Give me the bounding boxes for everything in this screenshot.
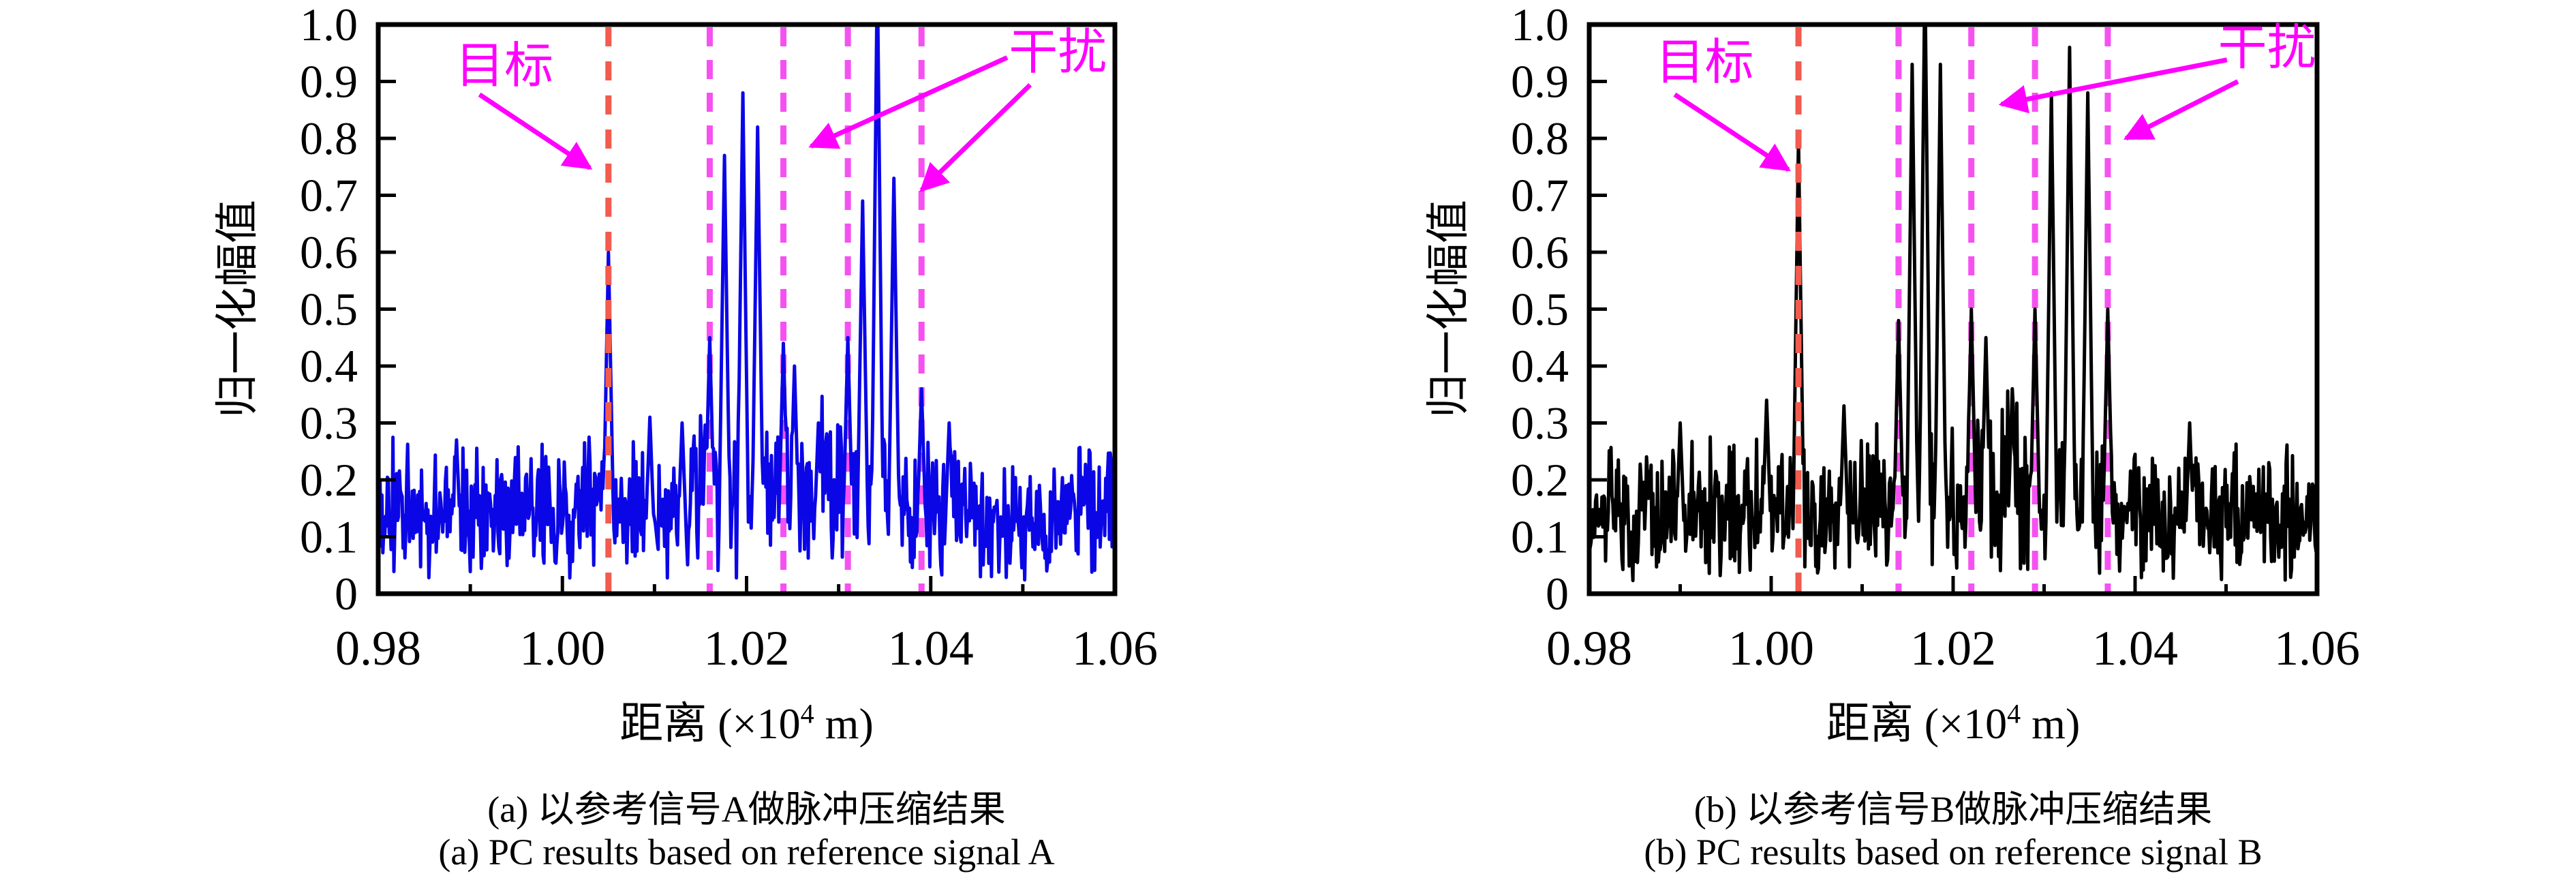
annotation-arrow-jamming (919, 82, 1032, 192)
y-tick-label-1.0: 1.0 (1511, 0, 1569, 50)
x-axis-title-a-base: 距离 (×10 (619, 699, 801, 748)
annotation-arrow-jamming (1998, 57, 2228, 114)
y-tick-label-0.1: 0.1 (1511, 511, 1569, 563)
x-tick-label-1.06: 1.06 (1072, 621, 1158, 676)
y-tick-label-1.0: 1.0 (300, 0, 358, 50)
panel-a: 0 0.1 0.2 0.3 0.4 0.5 0.6 0.7 0.8 0.9 1.0 0.98 1.00 1… (213, 0, 1158, 873)
y-tick-label-0.6: 0.6 (1511, 226, 1569, 278)
annotation-target-label: 目标 (1656, 35, 1754, 90)
annotation-jamming-label: 干扰 (1009, 25, 1107, 80)
y-tick-label-0.2: 0.2 (300, 454, 358, 506)
x-axis-title-b-unit: m) (2021, 699, 2081, 748)
signal-trace (1589, 25, 2317, 583)
y-tick-label-0.4: 0.4 (300, 340, 358, 392)
x-tick-label-0.98: 0.98 (335, 621, 421, 676)
y-tick-label-0: 0 (335, 568, 358, 620)
y-tick-label-0: 0 (1546, 568, 1569, 620)
chart-b-plot: 00.10.20.30.40.5 0.60.7 0.80.9 1.0 0.98 1.00 1… (1511, 0, 2360, 676)
y-tick-label-0.4: 0.4 (1511, 340, 1569, 392)
annotation-arrow-target (1673, 92, 1791, 172)
y-tick-label-0.7: 0.7 (1511, 170, 1569, 222)
chart-a-plot: 00.10.20.30.40.5 0.60.7 0.80.9 1.0 0.98 1.00 1… (300, 0, 1158, 676)
x-tick-label-0.98: 0.98 (1546, 621, 1632, 676)
y-tick-label-0.8: 0.8 (300, 112, 358, 164)
y-axis-title-b: 归一化幅值 (1424, 200, 1473, 418)
caption-en-b: (b) PC results based on reference signal… (1644, 832, 2263, 873)
caption-en-a: (a) PC results based on reference signal… (438, 832, 1055, 873)
annotation-arrow-target (478, 92, 593, 170)
x-axis-title-a: 距离 (×104 m) (619, 688, 874, 751)
x-tick-label-1.00: 1.00 (1728, 621, 1814, 676)
caption-zh-a: (a) 以参考信号A做脉冲压缩结果 (487, 789, 1006, 830)
y-tick-label-0.3: 0.3 (1511, 397, 1569, 449)
y-tick-label-0.3: 0.3 (300, 397, 358, 449)
x-tick-label-1.02: 1.02 (704, 621, 790, 676)
x-axis-title-b: 距离 (×104 m) (1826, 688, 2081, 751)
x-tick-label-1.04: 1.04 (888, 621, 974, 676)
annotation-arrow-jamming (2123, 79, 2239, 141)
x-tick-label-1.06: 1.06 (2274, 621, 2360, 676)
y-tick-label-0.9: 0.9 (300, 56, 358, 108)
signal-trace (378, 25, 1115, 582)
x-tick-label-1.02: 1.02 (1910, 621, 1996, 676)
y-tick-label-0.7: 0.7 (300, 170, 358, 222)
annotation-arrow-jamming (808, 55, 1009, 149)
x-tick-label-1.04: 1.04 (2092, 621, 2178, 676)
y-tick-label-0.1: 0.1 (300, 511, 358, 563)
x-tick-label-1.00: 1.00 (519, 621, 605, 676)
y-tick-label-0.2: 0.2 (1511, 454, 1569, 506)
annotation-target-label: 目标 (455, 39, 553, 93)
annotation-jamming-label: 干扰 (2218, 20, 2316, 75)
y-tick-label-0.5: 0.5 (300, 284, 358, 335)
x-axis-title-a-exponent: 4 (800, 698, 814, 729)
x-axis-title-a-unit: m) (814, 699, 874, 748)
y-tick-label-0.9: 0.9 (1511, 56, 1569, 108)
x-axis-title-b-exponent: 4 (2007, 698, 2021, 729)
y-tick-label-0.6: 0.6 (300, 226, 358, 278)
panel-b: 0 0.1 0.2 0.3 0.4 0.5 0.6 0.7 0.8 0.9 1.0 0.98 1.00 1… (1288, 0, 2576, 880)
y-tick-label-0.8: 0.8 (1511, 112, 1569, 164)
y-tick-label-0.5: 0.5 (1511, 284, 1569, 335)
x-axis-title-b-base: 距离 (×10 (1826, 699, 2008, 748)
caption-zh-b: (b) 以参考信号B做脉冲压缩结果 (1693, 789, 2213, 830)
y-axis-title-a: 归一化幅值 (213, 200, 262, 418)
